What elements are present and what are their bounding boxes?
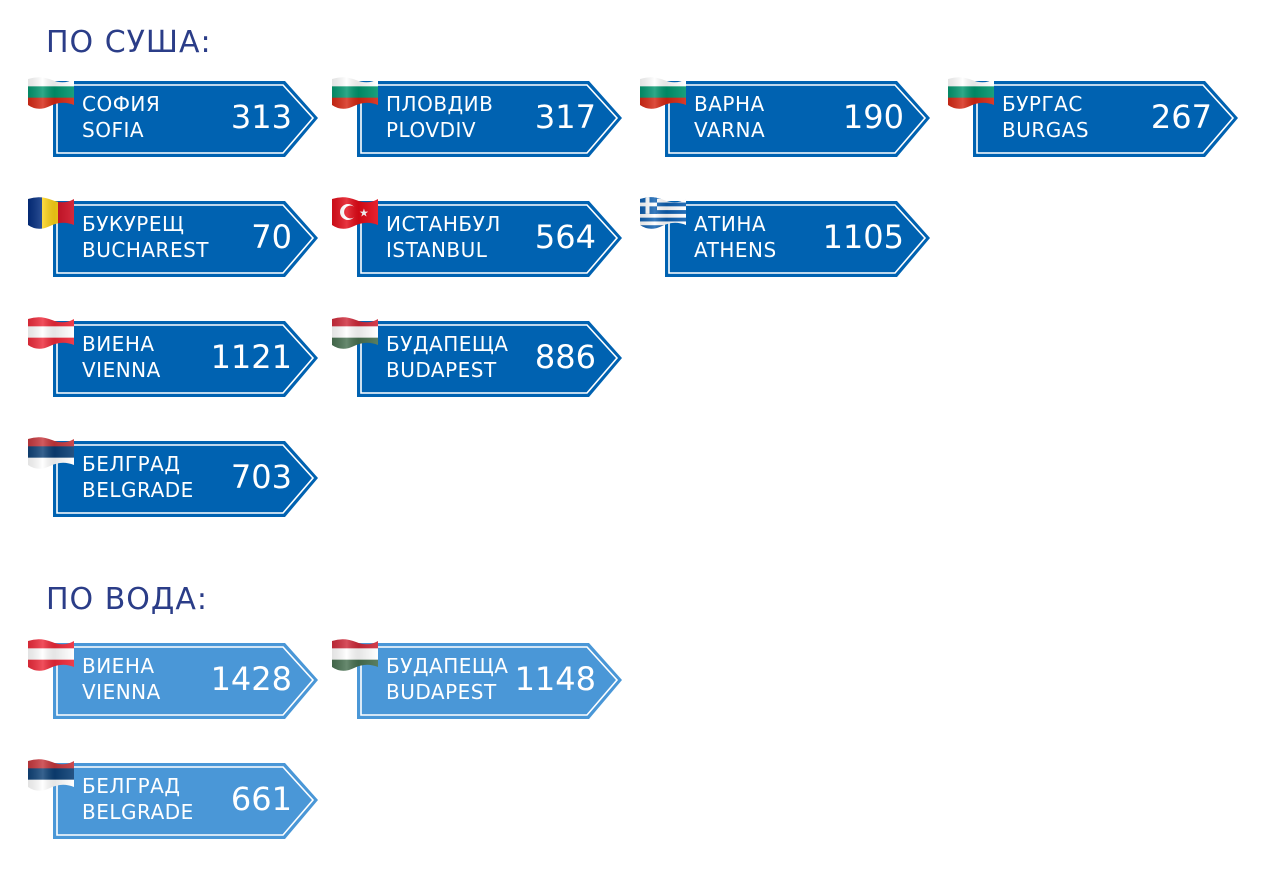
distance-value: 703 bbox=[230, 458, 292, 496]
sign-arrow-shape bbox=[357, 321, 622, 397]
distance-value: 1105 bbox=[822, 218, 904, 256]
sign-city-names: БЕЛГРАД BELGRADE bbox=[82, 773, 194, 825]
sign-arrow-shape bbox=[53, 201, 318, 277]
distance-value: 313 bbox=[230, 98, 292, 136]
city-name-en: BELGRADE bbox=[82, 800, 194, 824]
bulgaria-flag-icon bbox=[330, 75, 380, 111]
city-name-bg: БУДАПЕЩА bbox=[386, 654, 509, 678]
hungary-flag-icon bbox=[330, 315, 380, 351]
city-name-en: SOFIA bbox=[82, 118, 145, 142]
city-name-bg: ВИЕНА bbox=[82, 654, 155, 678]
road-sign-vienna: ВИЕНА VIENNA 1121 bbox=[26, 315, 326, 399]
sign-city-names: СОФИЯ SOFIA bbox=[82, 91, 160, 143]
distance-value: 564 bbox=[534, 218, 596, 256]
road-sign-belgrade: БЕЛГРАД BELGRADE 703 bbox=[26, 435, 326, 519]
sign-city-names: ВИЕНА VIENNA bbox=[82, 653, 161, 705]
city-name-en: BUCHAREST bbox=[82, 238, 209, 262]
city-name-bg: ПЛОВДИВ bbox=[386, 92, 494, 116]
city-name-en: ISTANBUL bbox=[386, 238, 488, 262]
city-name-bg: БУКУРЕЩ bbox=[82, 212, 185, 236]
sign-city-names: БУДАПЕЩА BUDAPEST bbox=[386, 331, 508, 383]
sign-arrow-shape bbox=[973, 81, 1238, 157]
road-sign-varna: ВАРНА VARNA 190 bbox=[638, 75, 938, 159]
bulgaria-flag-icon bbox=[26, 75, 76, 111]
road-sign-budapest: БУДАПЕЩА BUDAPEST 886 bbox=[330, 315, 630, 399]
road-sign-plovdiv: ПЛОВДИВ PLOVDIV 317 bbox=[330, 75, 630, 159]
distance-value: 70 bbox=[251, 218, 292, 256]
distance-value: 1148 bbox=[514, 660, 596, 698]
sign-city-names: БУРГАС BURGAS bbox=[1002, 91, 1089, 143]
austria-flag-icon bbox=[26, 315, 76, 351]
serbia-flag-icon bbox=[26, 435, 76, 471]
sign-city-names: ВАРНА VARNA bbox=[694, 91, 765, 143]
distance-value: 1121 bbox=[210, 338, 292, 376]
city-name-en: VARNA bbox=[694, 118, 766, 142]
road-sign-istanbul: ИСТАНБУЛ ISTANBUL 564 ★ bbox=[330, 195, 630, 279]
water-section-title: ПО ВОДА: bbox=[46, 581, 208, 617]
road-sign-burgas: БУРГАС BURGAS 267 bbox=[946, 75, 1246, 159]
romania-flag-icon bbox=[26, 195, 76, 231]
distance-value: 1428 bbox=[210, 660, 292, 698]
city-name-bg: БЕЛГРАД bbox=[82, 774, 181, 798]
road-sign-budapest: БУДАПЕЩА BUDAPEST 1148 bbox=[330, 637, 630, 721]
sign-arrow-shape bbox=[53, 763, 318, 839]
city-name-bg: ВАРНА bbox=[694, 92, 765, 116]
sign-city-names: БУКУРЕЩ BUCHAREST bbox=[82, 211, 209, 263]
city-name-en: VIENNA bbox=[82, 358, 161, 382]
sign-arrow-shape bbox=[665, 201, 930, 277]
distance-value: 267 bbox=[1150, 98, 1212, 136]
greece-flag-icon bbox=[638, 195, 688, 231]
bulgaria-flag-icon bbox=[946, 75, 996, 111]
distance-value: 317 bbox=[534, 98, 596, 136]
sign-city-names: БЕЛГРАД BELGRADE bbox=[82, 451, 194, 503]
sign-city-names: АТИНА ATHENS bbox=[694, 211, 777, 263]
city-name-en: BELGRADE bbox=[82, 478, 194, 502]
city-name-bg: БУДАПЕЩА bbox=[386, 332, 509, 356]
sign-arrow-shape bbox=[357, 643, 622, 719]
bulgaria-flag-icon bbox=[638, 75, 688, 111]
sign-city-names: БУДАПЕЩА BUDAPEST bbox=[386, 653, 508, 705]
land-section-title: ПО СУША: bbox=[46, 24, 212, 60]
sign-arrow-shape bbox=[665, 81, 930, 157]
city-name-en: ATHENS bbox=[694, 238, 777, 262]
city-name-en: PLOVDIV bbox=[386, 118, 477, 142]
sign-city-names: ИСТАНБУЛ ISTANBUL bbox=[386, 211, 501, 263]
city-name-bg: СОФИЯ bbox=[82, 92, 161, 116]
city-name-en: BUDAPEST bbox=[386, 680, 497, 704]
city-name-bg: ВИЕНА bbox=[82, 332, 155, 356]
road-sign-athens: АТИНА ATHENS 1105 bbox=[638, 195, 938, 279]
distance-value: 661 bbox=[230, 780, 292, 818]
city-name-bg: БЕЛГРАД bbox=[82, 452, 181, 476]
austria-flag-icon bbox=[26, 637, 76, 673]
city-name-bg: ИСТАНБУЛ bbox=[386, 212, 501, 236]
road-sign-sofia: СОФИЯ SOFIA 313 bbox=[26, 75, 326, 159]
sign-arrow-shape bbox=[53, 81, 318, 157]
sign-arrow-shape bbox=[53, 643, 318, 719]
sign-city-names: ПЛОВДИВ PLOVDIV bbox=[386, 91, 493, 143]
road-sign-bucharest: БУКУРЕЩ BUCHAREST 70 bbox=[26, 195, 326, 279]
serbia-flag-icon bbox=[26, 757, 76, 793]
sign-arrow-shape bbox=[357, 201, 622, 277]
distance-value: 886 bbox=[534, 338, 596, 376]
hungary-flag-icon bbox=[330, 637, 380, 673]
sign-arrow-shape bbox=[357, 81, 622, 157]
city-name-en: BUDAPEST bbox=[386, 358, 497, 382]
distance-value: 190 bbox=[842, 98, 904, 136]
city-name-en: BURGAS bbox=[1002, 118, 1090, 142]
city-name-bg: АТИНА bbox=[694, 212, 767, 236]
sign-arrow-shape bbox=[53, 321, 318, 397]
sign-city-names: ВИЕНА VIENNA bbox=[82, 331, 161, 383]
city-name-bg: БУРГАС bbox=[1002, 92, 1083, 116]
turkey-flag-icon: ★ bbox=[330, 195, 380, 231]
city-name-en: VIENNA bbox=[82, 680, 161, 704]
sign-arrow-shape bbox=[53, 441, 318, 517]
road-sign-belgrade: БЕЛГРАД BELGRADE 661 bbox=[26, 757, 326, 841]
road-sign-vienna: ВИЕНА VIENNA 1428 bbox=[26, 637, 326, 721]
